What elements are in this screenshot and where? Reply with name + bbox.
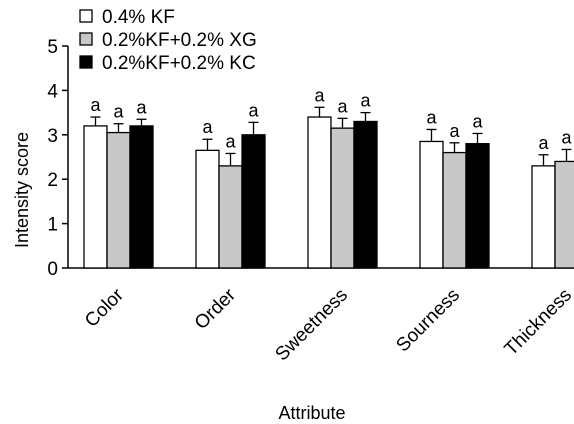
legend-swatch (79, 55, 93, 69)
x-tick-label: Thickness (501, 285, 574, 360)
x-tick-label: Sourness (392, 285, 464, 357)
significance-letter: a (472, 111, 483, 131)
bar (218, 165, 243, 269)
y-tick-label: 5 (47, 37, 58, 58)
legend: 0.4% KF0.2%KF+0.2% XG0.2%KF+0.2% KC (79, 7, 257, 74)
significance-letter: a (538, 133, 549, 153)
bar (330, 127, 355, 269)
significance-letter: a (561, 127, 572, 147)
significance-letter: a (360, 91, 371, 111)
y-tick-label: 1 (47, 215, 58, 236)
legend-swatch (79, 9, 93, 23)
significance-letter: a (314, 85, 325, 105)
significance-letter: a (426, 107, 437, 127)
legend-label: 0.4% KF (102, 7, 175, 28)
legend-label: 0.2%KF+0.2% XG (102, 30, 257, 51)
y-tick-label: 3 (47, 126, 58, 147)
bar (353, 120, 378, 269)
significance-letter: a (449, 121, 460, 141)
bar (419, 140, 444, 269)
y-tick-label: 2 (47, 170, 58, 191)
bar (106, 131, 131, 269)
legend-swatch (79, 32, 93, 46)
bar (465, 143, 490, 269)
bar (531, 165, 556, 269)
x-tick-label: Order (191, 284, 241, 334)
bar (241, 134, 266, 269)
significance-letter: a (136, 97, 147, 117)
significance-letter: a (90, 95, 101, 115)
significance-letter: a (337, 96, 348, 116)
y-tick-label: 4 (47, 81, 58, 102)
significance-letter: a (202, 117, 213, 137)
y-tick-label: 0 (47, 259, 58, 280)
bar (554, 160, 574, 269)
significance-letter: a (113, 102, 124, 122)
significance-letter: a (225, 131, 236, 151)
bar (442, 151, 467, 269)
x-axis-label: Attribute (278, 403, 345, 423)
y-axis-label: Intensity score (12, 132, 32, 248)
bar (195, 149, 220, 269)
bar (83, 125, 108, 269)
bar (129, 125, 154, 269)
significance-letter: a (248, 100, 259, 120)
bar (307, 116, 332, 269)
x-tick-label: Sweetness (271, 285, 352, 366)
legend-label: 0.2%KF+0.2% KC (102, 53, 256, 74)
x-tick-label: Color (81, 284, 128, 331)
